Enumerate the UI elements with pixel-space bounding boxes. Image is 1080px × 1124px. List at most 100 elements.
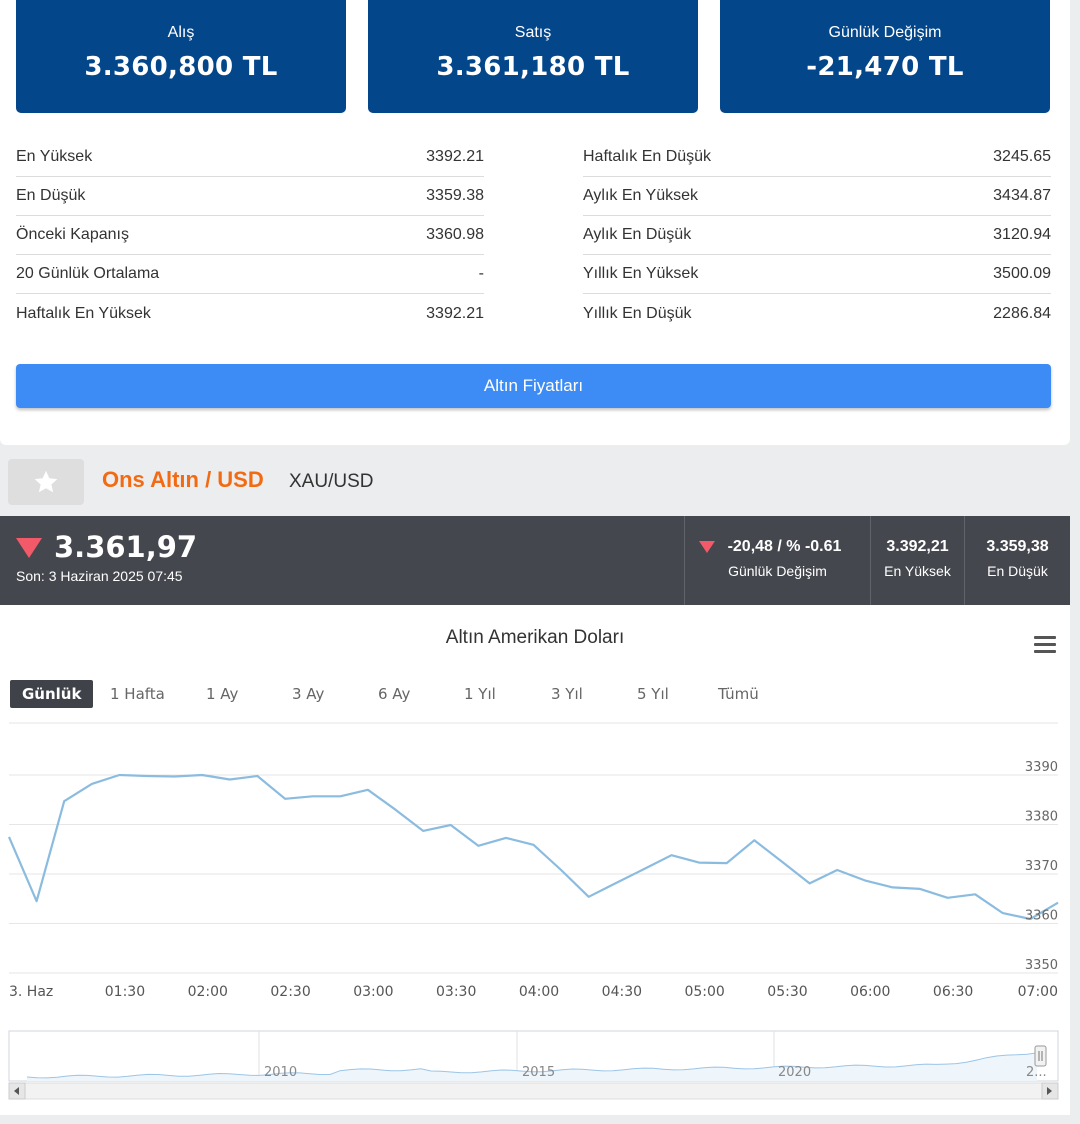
instrument-name: Ons Altın / USD [102,467,264,492]
low-value: 3.359,38 [986,538,1049,555]
range-5-years[interactable]: 5 Yıl [637,685,669,703]
price-bar: 3.361,97 Son: 3 Haziran 2025 07:45 -20,4… [0,516,1070,605]
stat-row: Yıllık En Düşük 2286.84 [583,294,1051,333]
x-tick-label: 05:00 [684,984,724,1000]
price-series-line [7,773,1059,921]
high-value: 3.392,21 [886,538,949,555]
stat-value: - [478,265,484,282]
navigator-year-label: 2020 [778,1065,811,1080]
x-tick-label: 04:30 [602,984,642,1000]
menu-icon[interactable] [1034,636,1056,654]
stat-value: 3392.21 [426,304,484,322]
range-daily[interactable]: Günlük [10,680,94,708]
stat-value: 3245.65 [993,148,1051,165]
stat-label: Aylık En Yüksek [583,187,699,204]
sell-label: Satış [514,24,552,41]
navigator-year-label: 2... [1026,1065,1047,1080]
range-6-months[interactable]: 6 Ay [378,685,411,703]
stat-row: Önceki Kapanış 3360.98 [16,216,484,255]
stat-row: En Yüksek 3392.21 [16,138,484,177]
gold-prices-button[interactable]: Altın Fiyatları [16,364,1051,408]
range-3-months[interactable]: 3 Ay [292,685,325,703]
navigator-year-label: 2010 [264,1065,297,1080]
stats-right: Haftalık En Düşük 3245.65 Aylık En Yüksek… [583,138,1051,333]
low-label: En Düşük [987,563,1048,579]
stat-label: En Düşük [16,187,86,204]
stats-left: En Yüksek 3392.21 En Düşük 3359.38 Önceki … [16,138,484,333]
daily-change-cell: -20,48 / % -0.61 Günlük Değişim [684,516,870,605]
chevron-right-icon [1047,1087,1052,1095]
summary-card: Alış 3.360,800 TL Satış 3.361,180 TL Gün… [0,0,1070,445]
stat-row: Aylık En Yüksek 3434.87 [583,177,1051,216]
x-tick-label: 04:00 [519,984,559,1000]
stat-label: En Yüksek [16,148,93,165]
x-tick-label: 06:30 [933,984,973,1000]
stat-value: 3360.98 [426,226,484,243]
y-tick-label: 3360 [1025,909,1058,924]
range-1-year[interactable]: 1 Yıl [464,685,496,703]
buy-label: Alış [167,24,195,41]
x-tick-label: 02:00 [188,984,228,1000]
stat-label: Haftalık En Düşük [583,148,712,165]
change-label: Günlük Değişim [828,24,942,41]
range-1-week[interactable]: 1 Hafta [110,685,165,703]
daily-change-label: Günlük Değişim [728,563,827,579]
sell-price-box: Satış 3.361,180 TL [368,0,698,113]
change-value: -21,470 TL [806,52,964,82]
stat-row: 20 Günlük Ortalama - [16,255,484,294]
stat-value: 2286.84 [993,304,1051,322]
x-tick-label: 01:30 [105,984,145,1000]
stat-value: 3434.87 [993,187,1051,204]
stat-label: Önceki Kapanış [16,226,129,243]
stat-row: Haftalık En Yüksek 3392.21 [16,294,484,333]
navigator-handle[interactable] [1034,1045,1047,1067]
current-price: 3.361,97 [54,530,198,564]
last-update: Son: 3 Haziran 2025 07:45 [16,568,183,584]
x-tick-label: 06:00 [850,984,890,1000]
low-cell: 3.359,38 En Düşük [964,516,1070,605]
stat-row: Yıllık En Yüksek 3500.09 [583,255,1051,294]
range-3-years[interactable]: 3 Yıl [551,685,583,703]
stat-label: Yıllık En Düşük [583,304,692,322]
high-label: En Yüksek [884,563,951,579]
y-tick-label: 3380 [1025,810,1058,825]
down-arrow-icon [16,538,42,558]
change-price-box: Günlük Değişim -21,470 TL [720,0,1050,113]
down-arrow-icon [699,541,715,553]
y-tick-label: 3350 [1025,958,1058,973]
chart-title: Altın Amerikan Doları [445,627,625,648]
stat-label: 20 Günlük Ortalama [16,265,160,282]
star-icon [34,470,58,493]
x-tick-label: 3. Haz [9,984,53,1000]
daily-change-value: -20,48 / % -0.61 [727,538,842,555]
stat-value: 3120.94 [993,226,1051,243]
high-cell: 3.392,21 En Yüksek [870,516,964,605]
navigator-year-label: 2015 [522,1065,555,1080]
stat-label: Haftalık En Yüksek [16,304,151,322]
buy-value: 3.360,800 TL [84,52,278,82]
sell-value: 3.361,180 TL [436,52,630,82]
stat-value: 3392.21 [426,148,484,165]
y-tick-label: 3390 [1025,760,1058,775]
x-tick-label: 03:00 [353,984,393,1000]
stat-row: En Düşük 3359.38 [16,177,484,216]
instrument-symbol: XAU/USD [289,471,374,492]
x-tick-label: 05:30 [767,984,807,1000]
favorite-button[interactable] [8,459,84,505]
buy-price-box: Alış 3.360,800 TL [16,0,346,113]
price-chart[interactable]: 3350 3360 3370 3380 3390 3. Haz 01:30 02:00 02:… [0,605,1070,1115]
y-tick-label: 3370 [1025,859,1058,874]
stat-value: 3359.38 [426,187,484,204]
stat-row: Aylık En Düşük 3120.94 [583,216,1051,255]
stat-value: 3500.09 [993,265,1051,282]
stat-row: Haftalık En Düşük 3245.65 [583,138,1051,177]
chart-card: Altın Amerikan Doları Günlük 1 Hafta 1 A… [0,605,1070,1115]
range-1-month[interactable]: 1 Ay [206,685,239,703]
chevron-left-icon [14,1087,19,1095]
range-all[interactable]: Tümü [718,685,759,703]
x-tick-label: 02:30 [270,984,310,1000]
stat-label: Yıllık En Yüksek [583,265,699,282]
navigator-scrollbar[interactable] [8,1082,1059,1100]
stat-label: Aylık En Düşük [583,226,692,243]
x-tick-label: 07:00 [1018,984,1058,1000]
